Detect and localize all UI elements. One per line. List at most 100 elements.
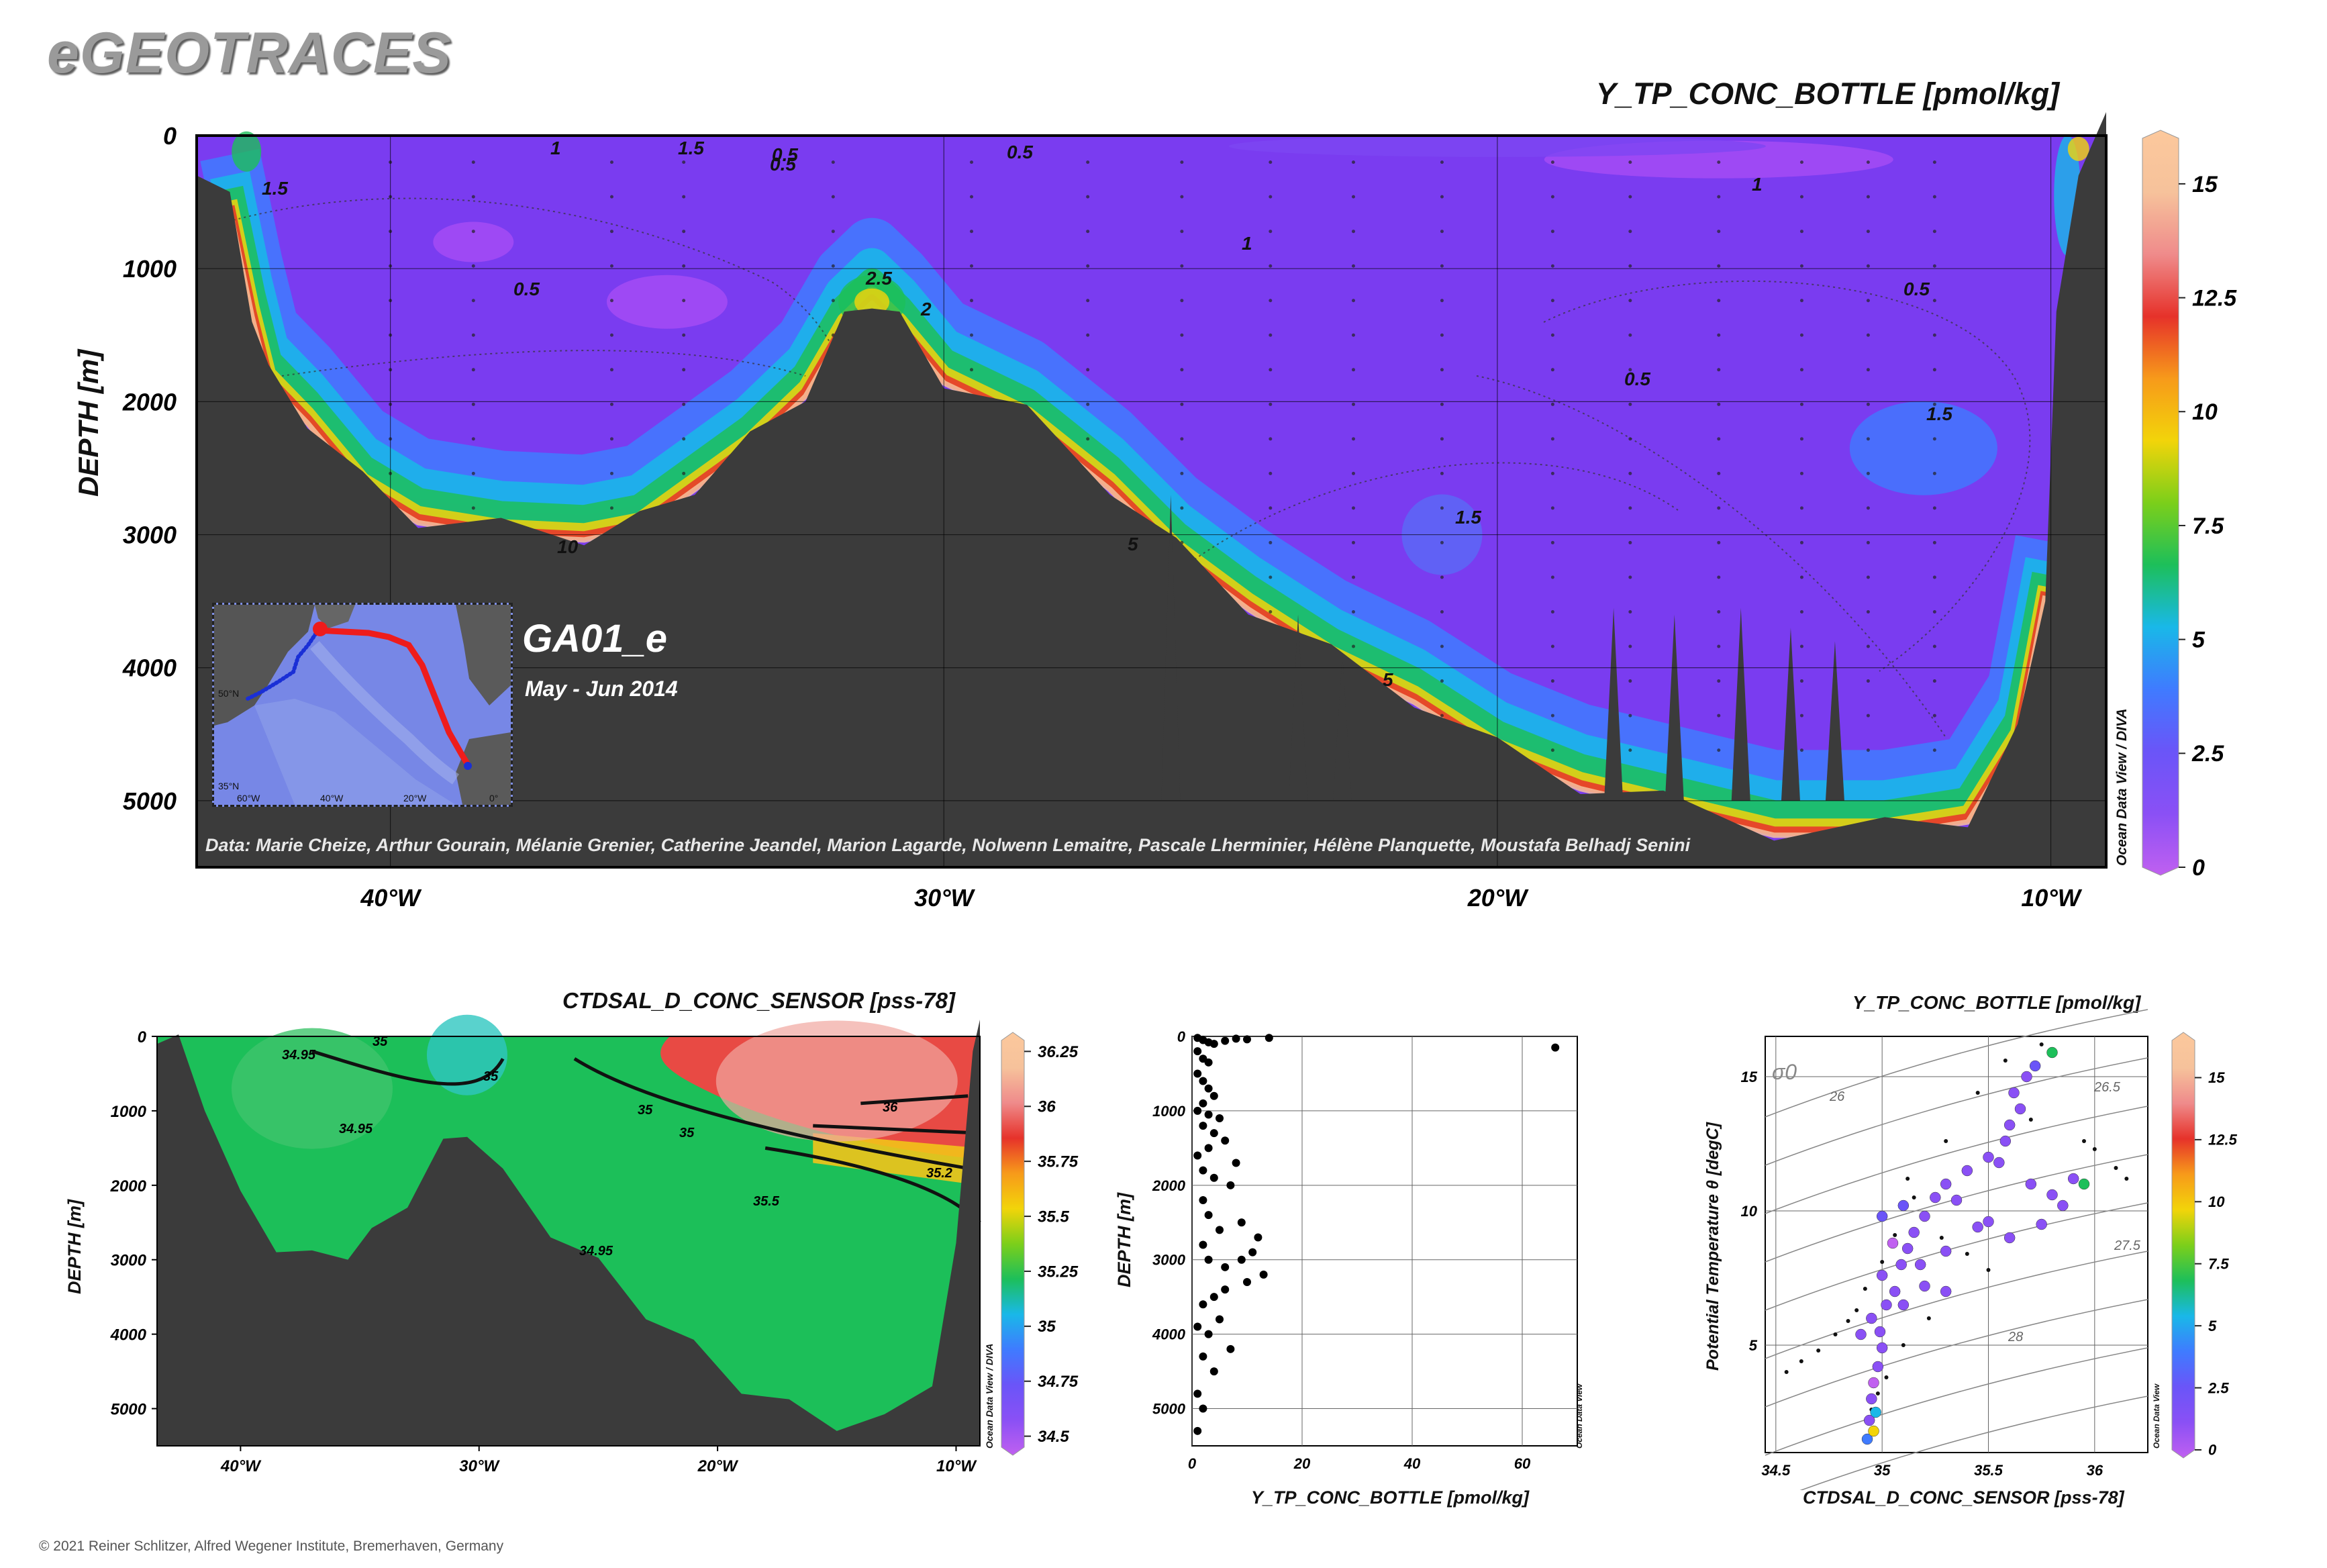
salinity-contour: [813, 1124, 981, 1135]
sample-dot: [471, 299, 475, 303]
isopycnal-label: 28: [2008, 1330, 2023, 1344]
sample-dot: [1799, 575, 1803, 579]
section-contour-label: 5: [1128, 534, 1138, 554]
inset-lat-35: 35°N: [218, 781, 240, 791]
profile-point: [1199, 1077, 1207, 1085]
salinity-xtick-label: 10°W: [936, 1457, 977, 1475]
ts-point: [2008, 1087, 2020, 1099]
sample-dot: [1866, 714, 1870, 718]
isopycnal-line: [1765, 1251, 2148, 1359]
ts-point: [1866, 1393, 1877, 1405]
isopycnal-line: [1765, 1347, 2148, 1456]
sample-dot: [682, 333, 686, 337]
sample-dot: [1550, 333, 1554, 337]
sample-dot: [1932, 368, 1936, 372]
sample-dot: [1180, 471, 1184, 475]
salinity-contour-label: 35: [679, 1126, 695, 1140]
section-contour-label: 5: [1383, 669, 1393, 690]
section-ytick-label: 2000: [122, 388, 177, 415]
sample-dot: [1440, 299, 1444, 303]
section-title: Y_TP_CONC_BOTTLE [pmol/kg]: [1596, 77, 2060, 111]
ts-point: [1889, 1285, 1901, 1297]
sample-dot: [1717, 230, 1721, 234]
seamount: [1825, 641, 1844, 801]
section-feature: [854, 288, 890, 315]
section-feature: [2067, 136, 2089, 161]
inset-lon-40: 40°W: [320, 793, 344, 803]
section-xtick-label: 20°W: [1467, 884, 1529, 912]
sample-dot: [1799, 714, 1803, 718]
profile-ytick-label: 4000: [1152, 1326, 1186, 1343]
profile-point: [1193, 1106, 1202, 1115]
ts-colorbar-tick-label: 5: [2208, 1318, 2217, 1334]
salinity-contour-label: 34.95: [339, 1122, 373, 1136]
sample-dot: [1866, 609, 1870, 614]
sample-dot: [1866, 195, 1870, 199]
seamount: [1731, 607, 1750, 801]
ts-small-point: [1975, 1091, 1980, 1095]
ts-small-point: [2092, 1147, 2097, 1151]
section-ytick-label: 1000: [123, 255, 177, 283]
inset-map: 50°N 35°N 60°W 40°W 20°W 0°: [212, 603, 513, 807]
profile-xtick-label: 20: [1293, 1455, 1311, 1472]
section-colorbar: [2142, 130, 2179, 876]
ts-title: Y_TP_CONC_BOTTLE [pmol/kg]: [1852, 992, 2141, 1013]
ts-point: [1999, 1135, 2012, 1147]
sample-dot: [1180, 160, 1184, 164]
sample-dot: [609, 160, 613, 164]
sample-dot: [1628, 264, 1632, 268]
ts-colorbar: [2171, 1032, 2195, 1459]
sample-dot: [1799, 230, 1803, 234]
sample-dot: [1932, 471, 1936, 475]
profile-point: [1204, 1110, 1213, 1119]
ts-small-point: [2082, 1139, 2086, 1143]
sample-dot: [1086, 437, 1090, 441]
salinity-colorbar-tick-label: 34.75: [1038, 1373, 1079, 1391]
sample-dot: [682, 368, 686, 372]
ts-xtick-label: 34.5: [1761, 1462, 1791, 1479]
sample-dot: [1550, 160, 1554, 164]
ts-xlabel: CTDSAL_D_CONC_SENSOR [pss-78]: [1803, 1487, 2124, 1508]
sample-dot: [1628, 471, 1632, 475]
profile-point: [1216, 1315, 1224, 1324]
ts-frame: [1765, 1036, 2148, 1453]
profile-ytick-label: 5000: [1152, 1401, 1186, 1418]
section-contour-label: 1: [1242, 233, 1252, 254]
sample-dot: [969, 299, 973, 303]
sample-dot: [1799, 299, 1803, 303]
sample-dot: [1932, 679, 1936, 683]
ts-point: [2036, 1218, 2047, 1230]
sample-dot: [1717, 644, 1721, 648]
ts-point: [1855, 1328, 1867, 1340]
ts-point: [2046, 1046, 2058, 1059]
sample-dot: [1866, 506, 1870, 510]
salinity-xtick-label: 40°W: [220, 1457, 262, 1475]
salinity-colorbar-tick-label: 35.5: [1038, 1208, 1069, 1226]
salinity-ytick-label: 3000: [111, 1252, 147, 1270]
profile-point: [1232, 1034, 1240, 1043]
section-feature: [1849, 401, 1997, 495]
profile-point: [1221, 1036, 1230, 1045]
section-colorbar-tick-label: 10: [2192, 399, 2218, 425]
sample-dot: [682, 437, 686, 441]
isopycnal-label: 27.5: [2114, 1238, 2141, 1253]
ts-point: [1940, 1178, 1952, 1190]
profile-point: [1221, 1136, 1230, 1145]
ts-small-point: [1854, 1308, 1859, 1312]
sample-dot: [471, 230, 475, 234]
profile-point: [1221, 1285, 1230, 1294]
section-ytick-label: 4000: [122, 654, 177, 682]
sample-dot: [1269, 575, 1273, 579]
section-contour-label: 1: [550, 138, 561, 158]
sample-dot: [1628, 368, 1632, 372]
sample-dot: [1932, 264, 1936, 268]
section-contour-label: 10: [557, 536, 579, 557]
sample-dot: [969, 333, 973, 337]
salinity-contour-label: 35: [373, 1034, 388, 1049]
ts-small-point: [1846, 1319, 1850, 1323]
sample-dot: [471, 506, 475, 510]
section-xtick-label: 30°W: [914, 884, 975, 912]
sample-dot: [1717, 714, 1721, 718]
salinity-colorbar-tick-label: 35: [1038, 1318, 1056, 1336]
